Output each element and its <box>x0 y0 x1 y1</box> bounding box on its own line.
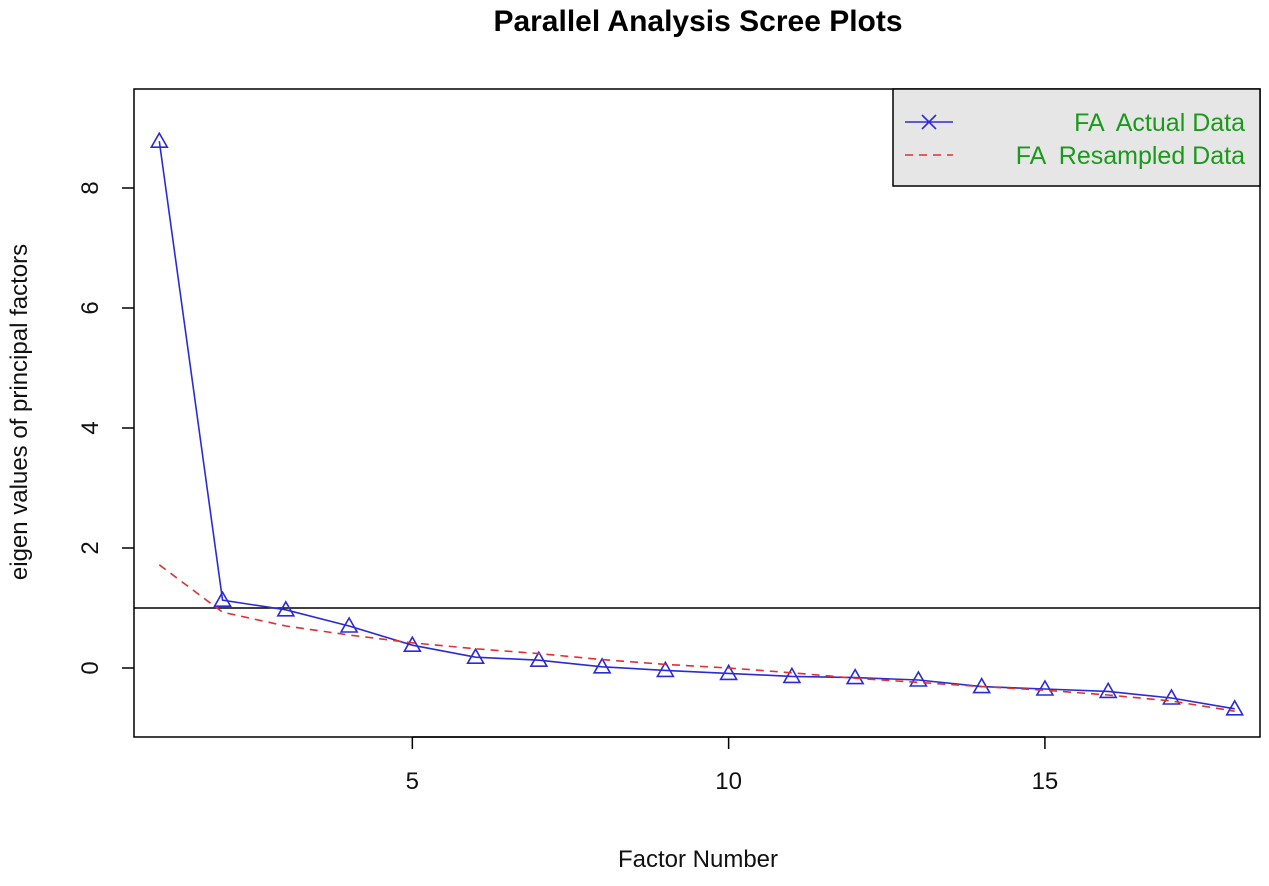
plot-frame-layer <box>133 88 1261 738</box>
axes-layer: 5 10 15 0 2 4 6 8 <box>77 181 1058 795</box>
legend-cross-marker <box>921 114 937 130</box>
legend: FA Actual Data FA Resampled Data <box>892 88 1261 187</box>
data-point-actual-14 <box>972 676 992 694</box>
series-line-resampled <box>158 564 1235 712</box>
data-point-actual-2 <box>213 590 232 608</box>
data-point-actual-12 <box>845 667 865 685</box>
data-point-actual-13 <box>909 670 928 687</box>
x-tick-label-10: 10 <box>715 768 742 795</box>
y-tick-label-0: 0 <box>77 661 104 674</box>
series-layer <box>149 131 1245 716</box>
data-point-actual-16 <box>1098 681 1118 699</box>
legend-label-resampled: FA Resampled Data <box>1016 142 1245 170</box>
data-point-actual-7 <box>529 650 549 668</box>
x-axis-label: Factor Number <box>618 846 778 873</box>
y-tick-label-2: 2 <box>77 541 104 554</box>
series-line-actual <box>158 141 1235 710</box>
chart-title: Parallel Analysis Scree Plots <box>493 5 902 38</box>
legend-box <box>892 88 1261 187</box>
data-point-actual-17 <box>1162 688 1181 705</box>
data-point-actual-9 <box>655 660 675 678</box>
data-point-actual-15 <box>1035 679 1055 696</box>
legend-label-actual: FA Actual Data <box>1074 109 1245 137</box>
data-point-actual-11 <box>782 666 802 684</box>
data-point-actual-4 <box>339 616 359 633</box>
data-point-actual-10 <box>719 663 739 681</box>
y-tick-label-6: 6 <box>77 301 104 314</box>
y-axis-label: eigen values of principal factors <box>6 244 33 580</box>
x-tick-label-5: 5 <box>406 768 419 795</box>
plot-frame <box>133 88 1261 738</box>
data-point-actual-3 <box>276 600 296 617</box>
y-tick-label-8: 8 <box>77 181 104 194</box>
data-point-actual-8 <box>592 657 612 674</box>
data-point-actual-5 <box>402 635 422 653</box>
x-tick-label-15: 15 <box>1032 768 1059 795</box>
data-point-actual-18 <box>1225 699 1245 716</box>
y-tick-label-4: 4 <box>77 421 104 434</box>
data-point-actual-1 <box>149 131 169 148</box>
data-point-actual-6 <box>466 647 485 665</box>
